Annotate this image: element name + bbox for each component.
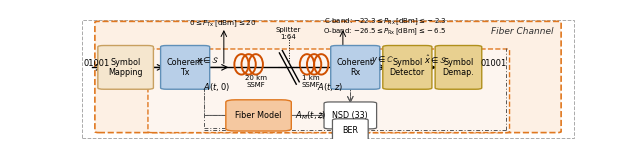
FancyBboxPatch shape <box>226 100 291 131</box>
Text: $A_M(t,z)$: $A_M(t,z)$ <box>296 109 327 122</box>
FancyBboxPatch shape <box>98 46 154 89</box>
Text: 01001: 01001 <box>84 59 110 68</box>
Text: NSD (33): NSD (33) <box>332 111 368 120</box>
Text: Symbol
Detector: Symbol Detector <box>390 58 425 77</box>
FancyBboxPatch shape <box>148 49 509 133</box>
FancyBboxPatch shape <box>332 119 368 142</box>
Text: $x \in \mathcal{S}$: $x \in \mathcal{S}$ <box>196 55 220 65</box>
Text: $A(t,z)$: $A(t,z)$ <box>317 81 343 93</box>
Text: BER: BER <box>342 126 358 135</box>
FancyBboxPatch shape <box>383 46 432 89</box>
FancyBboxPatch shape <box>95 21 561 133</box>
Text: Fiber Channel: Fiber Channel <box>491 27 554 36</box>
Text: Fiber Model: Fiber Model <box>236 111 282 120</box>
Text: O-band: $-26.5 \leq P_{\mathrm{Rx}}\,[\mathrm{dBm}] \leq -6.5$: O-band: $-26.5 \leq P_{\mathrm{Rx}}\,[\m… <box>323 26 447 37</box>
Text: $y \in \mathbb{C}$: $y \in \mathbb{C}$ <box>371 54 394 66</box>
Text: 01001: 01001 <box>481 59 507 68</box>
Text: Coherent
Tx: Coherent Tx <box>166 58 204 77</box>
Text: Symbol
Mapping: Symbol Mapping <box>108 58 143 77</box>
FancyBboxPatch shape <box>331 46 380 89</box>
Text: Symbol
Demap.: Symbol Demap. <box>443 58 474 77</box>
Text: 1 km
SSMF: 1 km SSMF <box>302 75 321 88</box>
FancyBboxPatch shape <box>435 46 482 89</box>
Text: Splitter
1:64: Splitter 1:64 <box>276 27 301 40</box>
Text: Coherent
Rx: Coherent Rx <box>337 58 374 77</box>
FancyBboxPatch shape <box>324 102 376 129</box>
Text: $0 \leq P_{\mathrm{Tx}}\,[\mathrm{dBm}] \leq 20$: $0 \leq P_{\mathrm{Tx}}\,[\mathrm{dBm}] … <box>189 18 256 29</box>
Text: $\hat{x} \in \mathcal{S}$: $\hat{x} \in \mathcal{S}$ <box>424 54 447 66</box>
Text: 20 km
SSMF: 20 km SSMF <box>245 75 267 88</box>
FancyBboxPatch shape <box>161 46 210 89</box>
Text: $A(t,0)$: $A(t,0)$ <box>203 81 230 93</box>
Text: C-band: $-22.3 \leq P_{\mathrm{Rx}}\,[\mathrm{dBm}] \leq -2.3$: C-band: $-22.3 \leq P_{\mathrm{Rx}}\,[\m… <box>324 17 447 27</box>
